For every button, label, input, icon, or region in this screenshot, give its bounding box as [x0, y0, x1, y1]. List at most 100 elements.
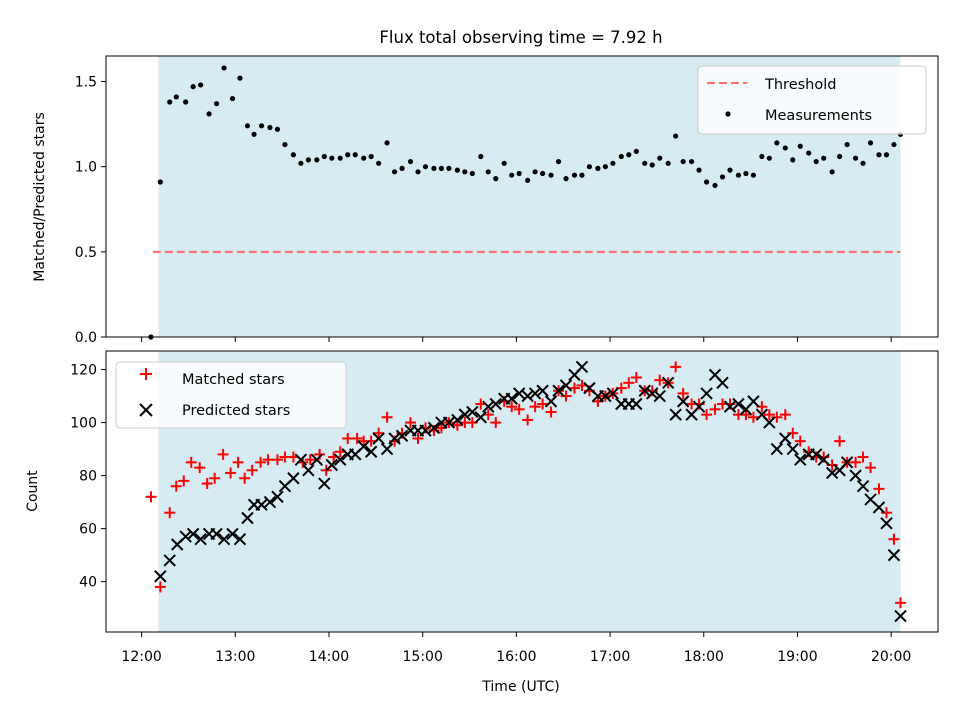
predicted-star-point — [194, 533, 207, 546]
matched-star-point — [239, 472, 251, 484]
measurement-point — [852, 155, 859, 161]
measurement-point — [206, 111, 212, 117]
top-y-axis-label: Matched/Predicted stars — [32, 112, 48, 282]
predicted-star-point — [653, 389, 666, 403]
measurement-point — [462, 169, 468, 175]
predicted-star-point — [427, 421, 441, 435]
bottom-y-tick-label: 60 — [79, 522, 97, 538]
predicted-star-point — [599, 389, 612, 403]
predicted-star-point — [723, 400, 737, 413]
matched-star-point — [170, 480, 182, 492]
measurement-point — [586, 164, 593, 170]
predicted-star-point — [233, 533, 247, 546]
matched-star-point — [873, 483, 885, 495]
predicted-star-point — [458, 408, 472, 421]
measurement-point — [665, 160, 671, 166]
predicted-star-point — [732, 397, 745, 411]
matched-star-point — [164, 507, 176, 519]
legend-measurements-label: Measurements — [765, 108, 872, 124]
measurement-point — [352, 152, 358, 158]
measurement-point — [688, 158, 695, 165]
matched-star-point — [794, 435, 806, 447]
measurement-point — [657, 155, 663, 161]
measurement-point — [774, 140, 780, 146]
measurement-point — [173, 94, 179, 100]
measurement-point — [493, 176, 499, 182]
measurement-point — [258, 123, 265, 129]
measurement-point — [579, 172, 585, 178]
measurement-point — [540, 170, 546, 177]
matched-star-point — [560, 390, 572, 402]
matched-star-point — [592, 395, 604, 407]
predicted-star-point — [692, 400, 706, 413]
matched-star-point — [677, 387, 689, 399]
measurement-point — [618, 153, 624, 160]
measurement-point — [821, 155, 827, 161]
matched-star-point — [763, 409, 775, 421]
predicted-star-point — [809, 448, 823, 461]
figure-title: Flux total observing time = 7.92 h — [379, 28, 662, 47]
measurement-point — [555, 158, 562, 165]
matched-star-point — [701, 409, 713, 421]
bottom-axis-ticks: 12:00 13:00 14:00 15:00 16:00 17:00 18:00 19:00… — [70, 363, 911, 665]
measurement-point — [282, 141, 288, 148]
bottom-y-tick-label: 80 — [79, 469, 97, 485]
top-panel: 0.0 0.5 1.0 1.5 Matched/Predicted stars Thr… — [32, 55, 939, 346]
measurement-point — [806, 150, 812, 156]
matched-stars-points — [145, 361, 907, 609]
predicted-star-point — [241, 511, 254, 525]
measurement-point — [321, 153, 327, 160]
matched-star-point — [271, 454, 283, 466]
bottom-legend-box — [115, 361, 347, 429]
predicted-star-point — [747, 395, 760, 408]
matched-star-point — [857, 451, 869, 463]
matched-star-point — [405, 417, 417, 429]
matched-star-point — [412, 432, 424, 444]
x-tick-label: 17:00 — [590, 649, 630, 665]
predicted-star-point — [505, 392, 518, 405]
measurement-point — [407, 158, 414, 165]
matched-star-point — [194, 462, 206, 474]
matched-star-point — [522, 414, 534, 426]
predicted-star-point — [606, 387, 620, 400]
bottom-panel: 12:00 13:00 14:00 15:00 16:00 17:00 18:00 19:00… — [25, 350, 939, 695]
measurement-point — [329, 155, 335, 161]
matched-star-point — [262, 454, 274, 466]
matched-star-point — [209, 472, 221, 484]
predicted-star-point — [255, 498, 268, 511]
measurement-point — [183, 99, 189, 105]
matched-star-point — [381, 411, 393, 423]
top-axes-frame — [105, 55, 939, 338]
measurement-point — [376, 160, 382, 166]
measurement-point — [571, 172, 578, 178]
measurement-point — [883, 152, 890, 158]
measurement-point — [876, 152, 882, 158]
predicted-star-point — [395, 429, 409, 443]
measurement-point — [198, 82, 204, 88]
predicted-star-point — [263, 495, 277, 509]
legend-predicted-label: Predicted stars — [182, 403, 290, 419]
matched-star-point — [201, 478, 213, 490]
x-tick-label: 20:00 — [871, 649, 911, 665]
predicted-star-point — [310, 453, 324, 466]
matched-star-point — [771, 411, 783, 423]
bottom-legend: Matched stars Predicted stars — [115, 361, 347, 429]
measurement-point — [167, 99, 173, 105]
predicted-star-point — [217, 533, 231, 546]
matched-star-point — [529, 401, 541, 413]
predicted-star-point — [638, 384, 651, 397]
predicted-star-point — [372, 432, 385, 445]
predicted-star-point — [630, 397, 643, 411]
x-tick-label: 19:00 — [777, 649, 817, 665]
bottom-y-tick-label: 40 — [79, 575, 97, 591]
matched-star-point — [217, 448, 229, 460]
predicted-star-point — [489, 397, 502, 411]
predicted-star-point — [575, 360, 589, 374]
measurement-point — [532, 169, 538, 175]
x-tick-label: 15:00 — [403, 649, 443, 665]
predicted-star-point — [849, 469, 862, 482]
matched-star-point — [373, 427, 385, 439]
measurement-point — [305, 157, 311, 163]
matched-star-point — [145, 491, 157, 503]
